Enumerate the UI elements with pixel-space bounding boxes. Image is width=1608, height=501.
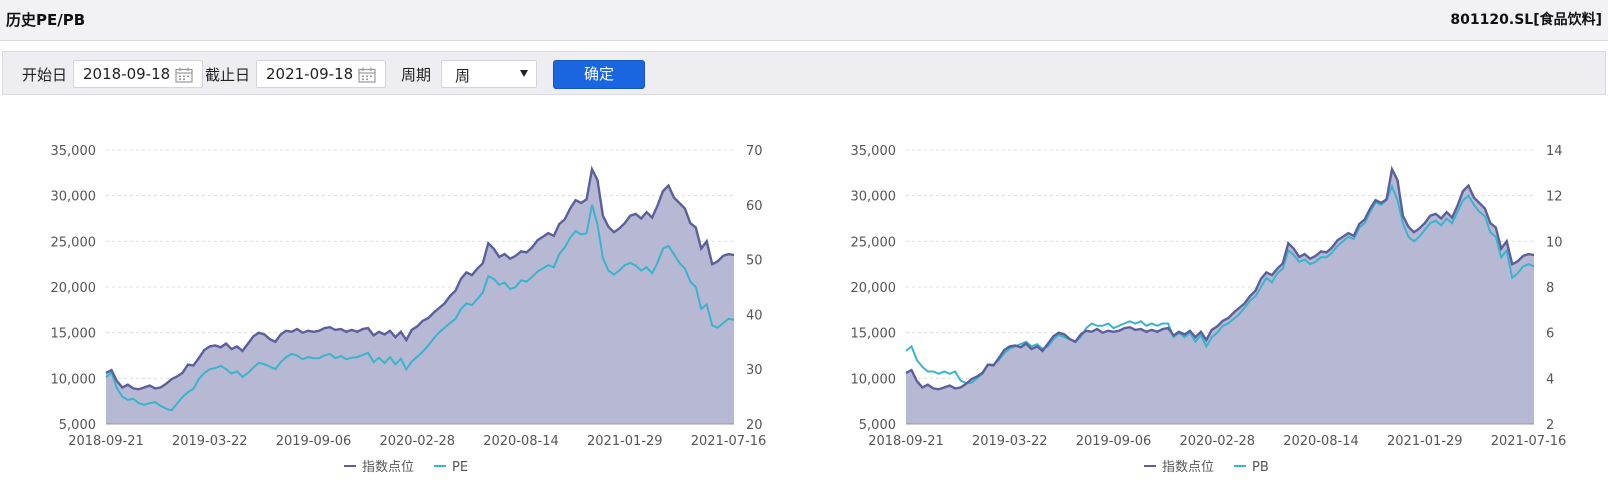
- calendar-icon[interactable]: [175, 67, 193, 83]
- x-axis-tick-label: 2021-07-16: [691, 434, 767, 449]
- confirm-button[interactable]: 确定: [553, 60, 645, 89]
- page-title: 历史PE/PB: [6, 11, 86, 29]
- left-axis-tick-label: 15,000: [851, 327, 897, 342]
- left-axis-tick-label: 5,000: [859, 418, 896, 433]
- left-axis-tick-label: 35,000: [851, 144, 897, 159]
- legend[interactable]: 指数点位 PE: [344, 460, 468, 475]
- right-axis-tick-label: 4: [1546, 372, 1554, 387]
- index-area: [906, 169, 1534, 424]
- left-axis-tick-label: 5,000: [59, 418, 96, 433]
- right-axis-tick-label: 10: [1546, 235, 1563, 250]
- chevron-down-icon: [520, 70, 528, 77]
- legend-label-index: 指数点位: [1162, 460, 1214, 475]
- legend-label-index: 指数点位: [362, 460, 414, 475]
- end-date-value: 2021-09-18: [266, 65, 354, 83]
- left-axis-tick-label: 15,000: [51, 327, 97, 342]
- legend[interactable]: 指数点位 PB: [1144, 460, 1269, 475]
- right-axis-tick-label: 50: [746, 254, 763, 269]
- ratio-line: [905, 183, 1535, 384]
- pe-chart: 5,000 10,000 15,000 20,000 25,000 30,000 35,00…: [51, 144, 767, 475]
- right-axis-tick-label: 40: [746, 308, 763, 323]
- end-date-input[interactable]: 2021-09-18: [256, 60, 386, 88]
- right-axis-tick-label: 70: [746, 144, 763, 159]
- index-line: [905, 165, 1535, 391]
- right-axis-tick-label: 2: [1546, 418, 1554, 433]
- security-code: 801120.SL[食品饮料]: [1450, 12, 1602, 28]
- x-axis-tick-label: 2021-01-29: [587, 434, 663, 449]
- right-axis-tick-label: 14: [1546, 144, 1563, 159]
- index-area: [106, 169, 734, 424]
- x-axis-tick-label: 2020-02-28: [1179, 434, 1255, 449]
- start-date-input[interactable]: 2018-09-18: [73, 60, 203, 88]
- calendar-icon[interactable]: [358, 67, 376, 83]
- end-date-label: 截止日: [205, 66, 251, 84]
- left-axis-tick-label: 10,000: [51, 372, 97, 387]
- index-line: [105, 165, 735, 391]
- period-select-value: 周: [455, 67, 471, 85]
- x-axis-tick-label: 2019-03-22: [972, 434, 1048, 449]
- right-axis-tick-label: 6: [1546, 327, 1554, 342]
- title-bar: 历史PE/PB 801120.SL[食品饮料]: [0, 0, 1608, 41]
- legend-label-ratio: PB: [1252, 460, 1269, 475]
- period-select[interactable]: 周: [441, 60, 537, 88]
- left-axis-tick-label: 30,000: [51, 190, 97, 205]
- period-label: 周期: [401, 66, 432, 84]
- legend-label-ratio: PE: [452, 460, 468, 475]
- pb-chart: 5,000 10,000 15,000 20,000 25,000 30,000 35,00…: [851, 144, 1567, 475]
- left-axis-tick-label: 25,000: [51, 235, 97, 250]
- x-axis-tick-label: 2020-08-14: [1283, 434, 1359, 449]
- x-axis-tick-label: 2021-07-16: [1491, 434, 1567, 449]
- x-axis-tick-label: 2019-03-22: [172, 434, 248, 449]
- x-axis-tick-label: 2018-09-21: [868, 434, 944, 449]
- x-axis-tick-label: 2021-01-29: [1387, 434, 1463, 449]
- left-axis-tick-label: 10,000: [851, 372, 897, 387]
- right-axis-tick-label: 60: [746, 199, 763, 214]
- left-axis-tick-label: 25,000: [851, 235, 897, 250]
- ratio-line: [105, 204, 735, 412]
- start-date-value: 2018-09-18: [83, 65, 171, 83]
- filter-toolbar: 开始日 2018-09-18 截止日 2021-09-18 周期 周 确定: [2, 51, 1606, 95]
- right-axis-tick-label: 20: [746, 418, 763, 433]
- left-axis-tick-label: 20,000: [851, 281, 897, 296]
- left-axis-tick-label: 30,000: [851, 190, 897, 205]
- x-axis-tick-label: 2018-09-21: [68, 434, 144, 449]
- right-axis-tick-label: 30: [746, 363, 763, 378]
- start-date-label: 开始日: [22, 66, 68, 84]
- right-axis-tick-label: 8: [1546, 281, 1554, 296]
- x-axis-tick-label: 2020-08-14: [483, 434, 559, 449]
- x-axis-tick-label: 2019-09-06: [1076, 434, 1152, 449]
- x-axis-tick-label: 2020-02-28: [379, 434, 455, 449]
- x-axis-tick-label: 2019-09-06: [276, 434, 352, 449]
- right-axis-tick-label: 12: [1546, 190, 1563, 205]
- left-axis-tick-label: 20,000: [51, 281, 97, 296]
- left-axis-tick-label: 35,000: [51, 144, 97, 159]
